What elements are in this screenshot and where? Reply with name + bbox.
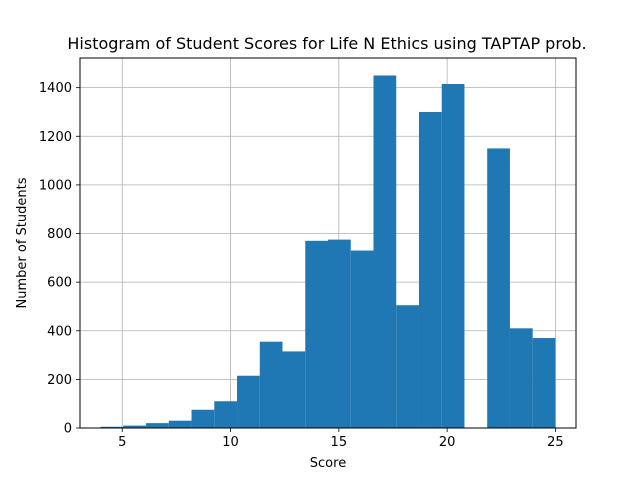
x-tick-label: 15	[331, 435, 348, 450]
y-axis-ticks: 0 200 400 600 800 1000 1200 1400	[39, 81, 80, 437]
histogram-bar	[282, 351, 306, 428]
y-tick-label: 0	[64, 422, 72, 437]
histogram-bar	[305, 240, 328, 428]
histogram-bar	[441, 84, 465, 428]
histogram-bar	[396, 305, 419, 428]
histogram-bar	[259, 341, 283, 428]
histogram-bar	[237, 375, 260, 428]
histogram-bar	[373, 75, 397, 428]
histogram-bar	[487, 148, 510, 428]
histogram-bar	[168, 420, 192, 428]
y-tick-label: 600	[47, 276, 72, 291]
y-tick-label: 800	[47, 227, 72, 242]
histogram-bar	[350, 250, 374, 428]
y-tick-label: 1200	[39, 130, 72, 145]
chart-title: Histogram of Student Scores for Life N E…	[67, 34, 586, 53]
histogram-bar	[146, 423, 169, 428]
histogram-bar	[532, 338, 556, 428]
x-axis-label: Score	[310, 456, 346, 471]
x-tick-label: 5	[118, 435, 126, 450]
y-tick-label: 200	[47, 373, 72, 388]
x-tick-label: 10	[222, 435, 239, 450]
histogram-bar	[509, 328, 533, 428]
y-tick-label: 1000	[39, 178, 72, 193]
y-tick-label: 1400	[39, 81, 72, 96]
y-tick-label: 400	[47, 324, 72, 339]
x-tick-label: 25	[547, 435, 564, 450]
histogram-bar	[191, 409, 215, 428]
x-axis-ticks: 5 10 15 20 25	[118, 428, 564, 450]
histogram-bar	[214, 401, 238, 428]
histogram-bar	[418, 111, 442, 429]
plot-frame	[79, 57, 577, 429]
histogram-bars	[100, 75, 556, 429]
histogram-bar	[328, 239, 351, 428]
histogram-bar	[123, 425, 147, 428]
x-tick-label: 20	[439, 435, 456, 450]
histogram-bar	[100, 426, 124, 428]
y-axis-label: Number of Students	[15, 177, 30, 308]
